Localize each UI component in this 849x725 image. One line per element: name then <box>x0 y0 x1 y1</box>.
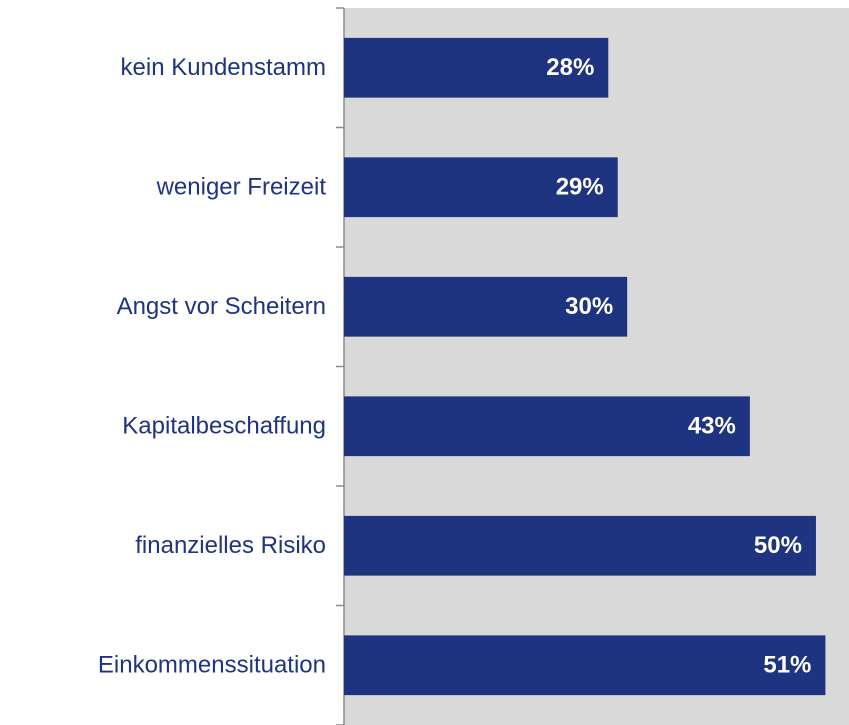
value-label: 50% <box>754 532 802 559</box>
bar <box>344 396 750 457</box>
value-label: 28% <box>546 54 594 81</box>
bar <box>344 635 826 696</box>
value-label: 43% <box>688 413 736 440</box>
y-tick-label: weniger Freizeit <box>156 174 327 201</box>
value-label: 51% <box>763 652 811 679</box>
y-tick-label: Einkommenssituation <box>98 652 326 679</box>
y-tick-label: kein Kundenstamm <box>121 54 326 81</box>
value-label: 29% <box>556 174 604 201</box>
y-tick-label: Kapitalbeschaffung <box>122 413 326 440</box>
bar <box>344 37 609 98</box>
bar <box>344 276 628 337</box>
plot-area <box>344 8 849 725</box>
value-label: 30% <box>565 293 613 320</box>
bar <box>344 515 816 576</box>
bar <box>344 157 618 218</box>
y-tick-label: Angst vor Scheitern <box>117 293 326 320</box>
y-tick-label: finanzielles Risiko <box>135 532 326 559</box>
